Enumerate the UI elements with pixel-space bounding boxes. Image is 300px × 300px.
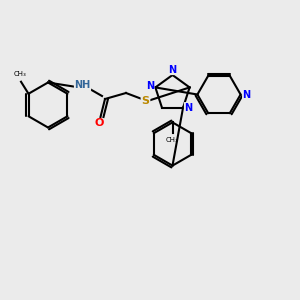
Text: N: N [168,64,176,75]
Text: N: N [146,81,154,91]
Text: N: N [184,103,193,112]
Text: N: N [242,89,251,100]
Text: O: O [94,118,104,128]
Text: CH₃: CH₃ [13,71,26,77]
Text: S: S [142,95,149,106]
Text: CH₃: CH₃ [166,137,179,143]
Text: NH: NH [74,80,91,91]
